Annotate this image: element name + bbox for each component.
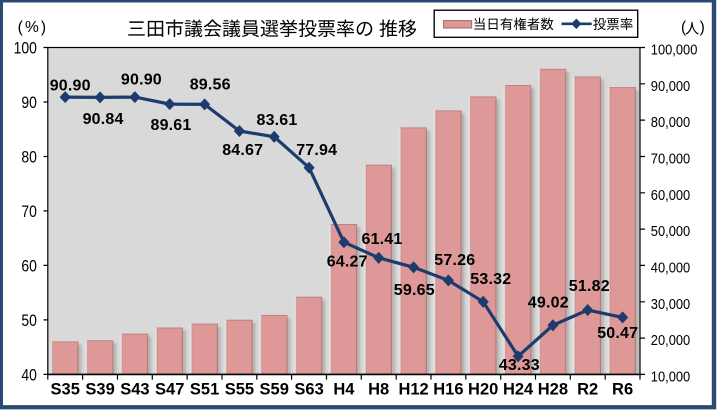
svg-text:90: 90 bbox=[21, 93, 37, 112]
svg-text:S59: S59 bbox=[260, 380, 289, 398]
svg-text:50.47: 50.47 bbox=[597, 325, 638, 342]
svg-text:S55: S55 bbox=[225, 380, 254, 398]
svg-text:40: 40 bbox=[21, 366, 37, 385]
svg-text:43.33: 43.33 bbox=[499, 357, 540, 374]
svg-text:S63: S63 bbox=[294, 380, 323, 398]
svg-text:100: 100 bbox=[14, 39, 37, 58]
svg-text:H24: H24 bbox=[503, 380, 534, 398]
svg-text:(%): (%) bbox=[18, 19, 49, 36]
svg-text:R6: R6 bbox=[612, 380, 633, 398]
svg-text:59.65: 59.65 bbox=[394, 282, 435, 299]
svg-text:S43: S43 bbox=[120, 380, 149, 398]
svg-text:70: 70 bbox=[21, 202, 37, 221]
svg-text:83.61: 83.61 bbox=[257, 112, 298, 129]
svg-text:89.61: 89.61 bbox=[151, 117, 192, 134]
svg-text:50,000: 50,000 bbox=[651, 223, 690, 240]
svg-text:S39: S39 bbox=[85, 380, 114, 398]
svg-text:64.27: 64.27 bbox=[327, 253, 368, 270]
svg-text:77.94: 77.94 bbox=[296, 142, 337, 159]
svg-text:H12: H12 bbox=[398, 380, 428, 398]
svg-text:(: ( bbox=[681, 19, 687, 36]
svg-text:84.67: 84.67 bbox=[222, 142, 263, 159]
svg-text:90.90: 90.90 bbox=[50, 78, 91, 95]
svg-text:S47: S47 bbox=[155, 380, 184, 398]
svg-text:51.82: 51.82 bbox=[569, 278, 610, 295]
svg-text:60: 60 bbox=[21, 257, 37, 276]
svg-text:57.26: 57.26 bbox=[434, 252, 475, 269]
svg-text:61.41: 61.41 bbox=[362, 231, 403, 248]
svg-text:90.90: 90.90 bbox=[121, 72, 162, 89]
svg-text:49.02: 49.02 bbox=[528, 295, 569, 312]
svg-text:100,000: 100,000 bbox=[651, 42, 698, 59]
svg-text:50: 50 bbox=[21, 311, 37, 330]
svg-text:80: 80 bbox=[21, 148, 37, 167]
svg-text:80,000: 80,000 bbox=[651, 114, 690, 131]
svg-text:H16: H16 bbox=[433, 380, 463, 398]
svg-text:40,000: 40,000 bbox=[651, 259, 690, 276]
svg-text:S35: S35 bbox=[51, 380, 80, 398]
svg-text:H8: H8 bbox=[368, 380, 389, 398]
svg-text:90.84: 90.84 bbox=[83, 111, 124, 128]
svg-text:H20: H20 bbox=[468, 380, 498, 398]
svg-text:60,000: 60,000 bbox=[651, 187, 690, 204]
svg-text:H28: H28 bbox=[538, 380, 568, 398]
svg-text:H4: H4 bbox=[333, 380, 355, 398]
svg-text:): ) bbox=[700, 19, 705, 36]
svg-text:R2: R2 bbox=[577, 380, 598, 398]
svg-text:30,000: 30,000 bbox=[651, 296, 690, 313]
svg-text:90,000: 90,000 bbox=[651, 78, 690, 95]
svg-text:20,000: 20,000 bbox=[651, 332, 690, 349]
svg-text:S51: S51 bbox=[190, 380, 219, 398]
svg-text:70,000: 70,000 bbox=[651, 151, 690, 168]
svg-text:10,000: 10,000 bbox=[651, 368, 690, 385]
svg-text:53.32: 53.32 bbox=[470, 271, 511, 288]
svg-text:89.56: 89.56 bbox=[190, 77, 231, 94]
